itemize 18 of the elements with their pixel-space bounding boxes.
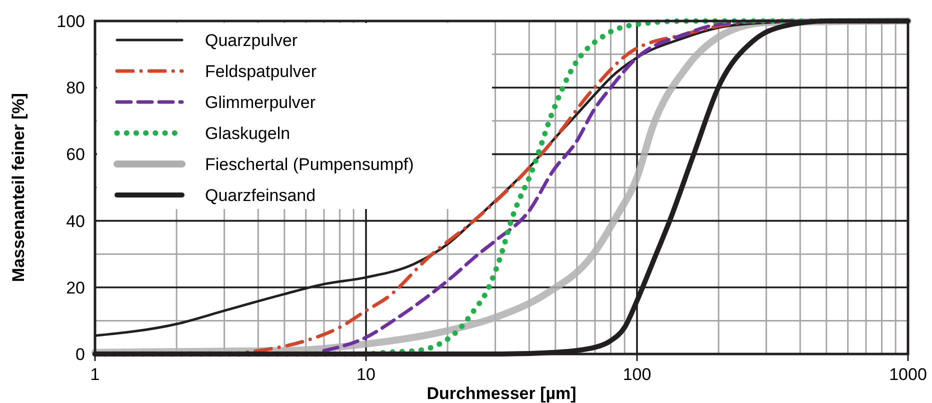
x-tick-label: 10 — [356, 365, 376, 384]
legend-label: Feldspatpulver — [205, 62, 317, 81]
legend-label: Glimmerpulver — [205, 93, 316, 112]
legend-label: Quarzpulver — [205, 31, 298, 50]
y-tick-label: 20 — [66, 278, 85, 298]
legend-label: Quarzfeinsand — [205, 186, 316, 205]
y-tick-label: 40 — [66, 212, 85, 231]
y-tick-label: 80 — [66, 78, 85, 98]
y-axis-title: Massenanteil feiner [%] — [9, 93, 28, 282]
x-tick-label: 1000 — [889, 365, 927, 384]
legend-label: Glaskugeln — [205, 124, 290, 143]
y-tick-label: 100 — [56, 12, 85, 31]
x-tick-label: 100 — [622, 365, 652, 384]
x-tick-label: 1 — [90, 365, 100, 384]
y-tick-label: 0 — [76, 345, 85, 364]
y-tick-label: 60 — [66, 145, 85, 164]
x-axis-title: Durchmesser [µm] — [426, 384, 576, 403]
legend-label: Fieschertal (Pumpensumpf) — [205, 155, 414, 174]
